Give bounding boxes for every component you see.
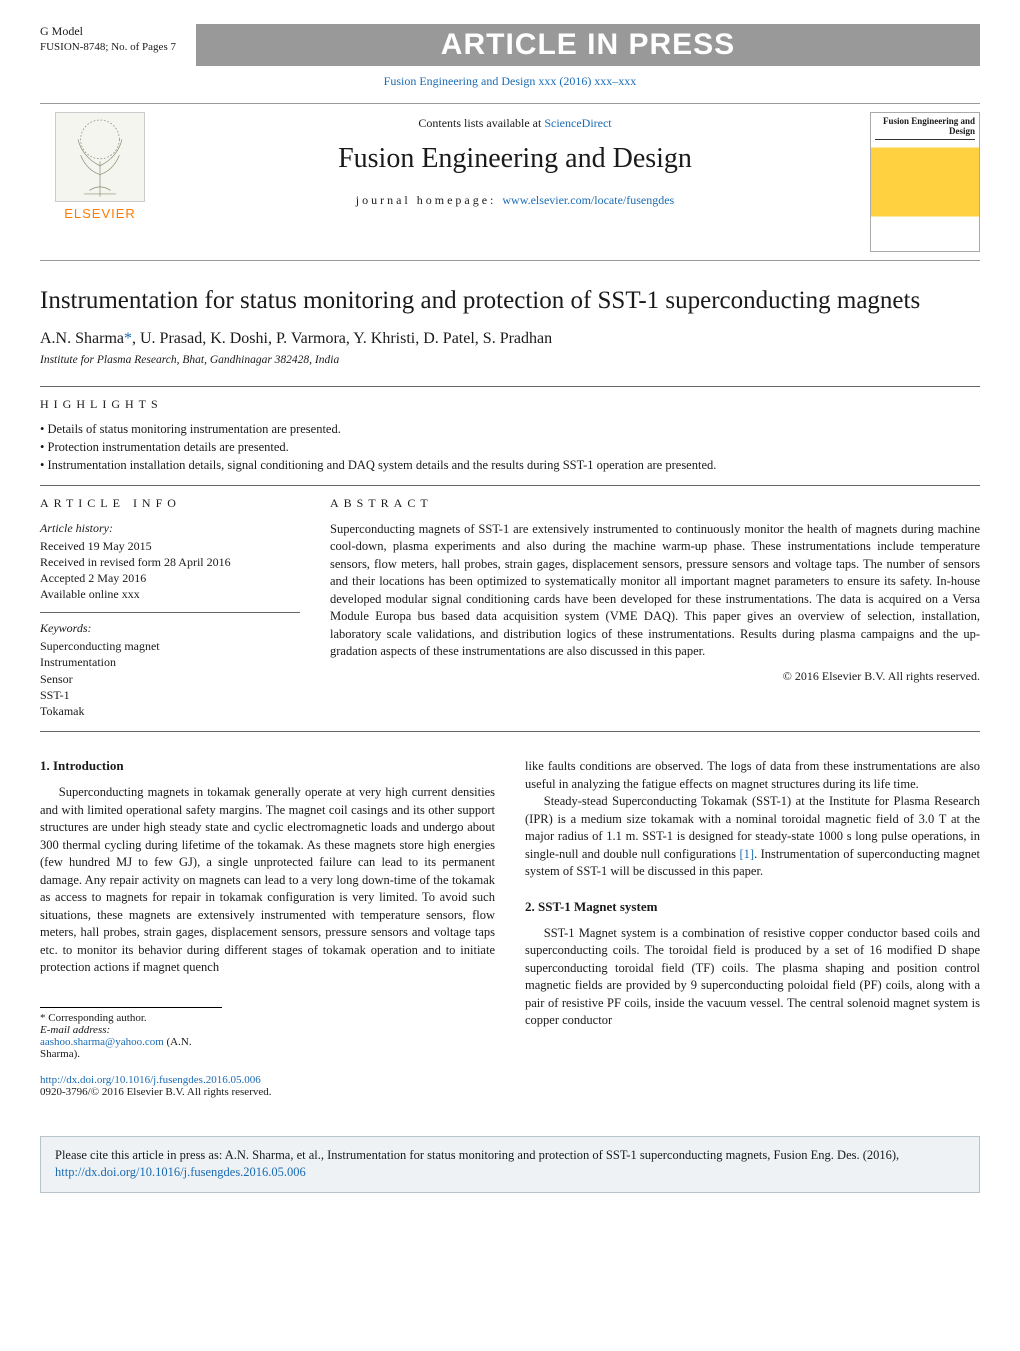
highlights-list: Details of status monitoring instrumenta…	[40, 422, 980, 473]
keyword: SST-1	[40, 687, 300, 703]
doi-block: http://dx.doi.org/10.1016/j.fusengdes.20…	[40, 1074, 495, 1098]
citation-link[interactable]: [1]	[739, 847, 754, 861]
article-title: Instrumentation for status monitoring an…	[40, 285, 980, 318]
history-body: Received 19 May 2015 Received in revised…	[40, 538, 300, 603]
abstract-copyright: © 2016 Elsevier B.V. All rights reserved…	[330, 669, 980, 684]
body-paragraph: Superconducting magnets in tokamak gener…	[40, 784, 495, 977]
divider	[40, 485, 980, 486]
history-line: Received in revised form 28 April 2016	[40, 554, 300, 570]
history-line: Available online xxx	[40, 586, 300, 602]
footnotes: * Corresponding author. E-mail address: …	[40, 1007, 222, 1060]
citation-text: Please cite this article in press as: A.…	[55, 1148, 899, 1162]
divider	[40, 386, 980, 387]
doi-link[interactable]: http://dx.doi.org/10.1016/j.fusengdes.20…	[40, 1074, 261, 1086]
divider	[40, 731, 980, 732]
keywords-list: Superconducting magnet Instrumentation S…	[40, 638, 300, 719]
highlight-item: Protection instrumentation details are p…	[40, 440, 980, 455]
history-heading: Article history:	[40, 521, 300, 536]
citation-box: Please cite this article in press as: A.…	[40, 1136, 980, 1193]
journal-homepage-line: journal homepage: www.elsevier.com/locat…	[160, 193, 870, 208]
corresponding-author-note: * Corresponding author.	[40, 1012, 222, 1024]
homepage-label: journal homepage:	[356, 193, 503, 207]
email-line: E-mail address: aashoo.sharma@yahoo.com …	[40, 1024, 222, 1060]
contents-available-line: Contents lists available at ScienceDirec…	[160, 116, 870, 131]
highlight-item: Instrumentation installation details, si…	[40, 458, 980, 473]
cover-title: Fusion Engineering and Design	[875, 117, 975, 140]
citation-doi-link[interactable]: http://dx.doi.org/10.1016/j.fusengdes.20…	[55, 1165, 306, 1179]
author-list: A.N. Sharma*, U. Prasad, K. Doshi, P. Va…	[40, 330, 980, 348]
keyword: Sensor	[40, 671, 300, 687]
journal-cover-thumbnail: Fusion Engineering and Design	[870, 112, 980, 252]
affiliation: Institute for Plasma Research, Bhat, Gan…	[40, 354, 980, 366]
journal-homepage-link[interactable]: www.elsevier.com/locate/fusengdes	[502, 193, 674, 207]
abstract-text: Superconducting magnets of SST-1 are ext…	[330, 521, 980, 661]
contents-prefix: Contents lists available at	[418, 116, 544, 130]
author-email-link[interactable]: aashoo.sharma@yahoo.com	[40, 1036, 164, 1048]
article-info-label: ARTICLE INFO	[40, 496, 300, 511]
section-1-heading: 1. Introduction	[40, 758, 495, 774]
body-paragraph: like faults conditions are observed. The…	[525, 758, 980, 793]
g-model-label: G Model	[40, 24, 176, 40]
authors-text: A.N. Sharma*, U. Prasad, K. Doshi, P. Va…	[40, 330, 552, 347]
publisher-logo-block: ELSEVIER	[40, 112, 160, 252]
article-id: FUSION-8748; No. of Pages 7	[40, 40, 176, 54]
keyword: Tokamak	[40, 703, 300, 719]
sciencedirect-link[interactable]: ScienceDirect	[544, 116, 611, 130]
history-line: Received 19 May 2015	[40, 538, 300, 554]
journal-header: ELSEVIER Contents lists available at Sci…	[40, 103, 980, 261]
corresponding-marker: *	[124, 330, 132, 347]
body-paragraph: SST-1 Magnet system is a combination of …	[525, 925, 980, 1030]
keyword: Instrumentation	[40, 654, 300, 670]
body-paragraph: Steady-stead Superconducting Tokamak (SS…	[525, 793, 980, 881]
gmodel-box: G Model FUSION-8748; No. of Pages 7	[40, 24, 176, 54]
divider	[40, 612, 300, 613]
in-press-banner: ARTICLE IN PRESS	[196, 24, 980, 66]
journal-title: Fusion Engineering and Design	[160, 143, 870, 175]
highlights-label: HIGHLIGHTS	[40, 397, 980, 412]
highlight-item: Details of status monitoring instrumenta…	[40, 422, 980, 437]
keywords-heading: Keywords:	[40, 621, 300, 636]
section-2-heading: 2. SST-1 Magnet system	[525, 899, 980, 915]
elsevier-tree-icon	[55, 112, 145, 202]
journal-reference-link[interactable]: Fusion Engineering and Design xxx (2016)…	[40, 74, 980, 89]
keyword: Superconducting magnet	[40, 638, 300, 654]
issn-copyright-line: 0920-3796/© 2016 Elsevier B.V. All right…	[40, 1086, 495, 1098]
publisher-name: ELSEVIER	[64, 206, 136, 221]
abstract-label: ABSTRACT	[330, 496, 980, 511]
history-line: Accepted 2 May 2016	[40, 570, 300, 586]
email-label: E-mail address:	[40, 1024, 110, 1036]
